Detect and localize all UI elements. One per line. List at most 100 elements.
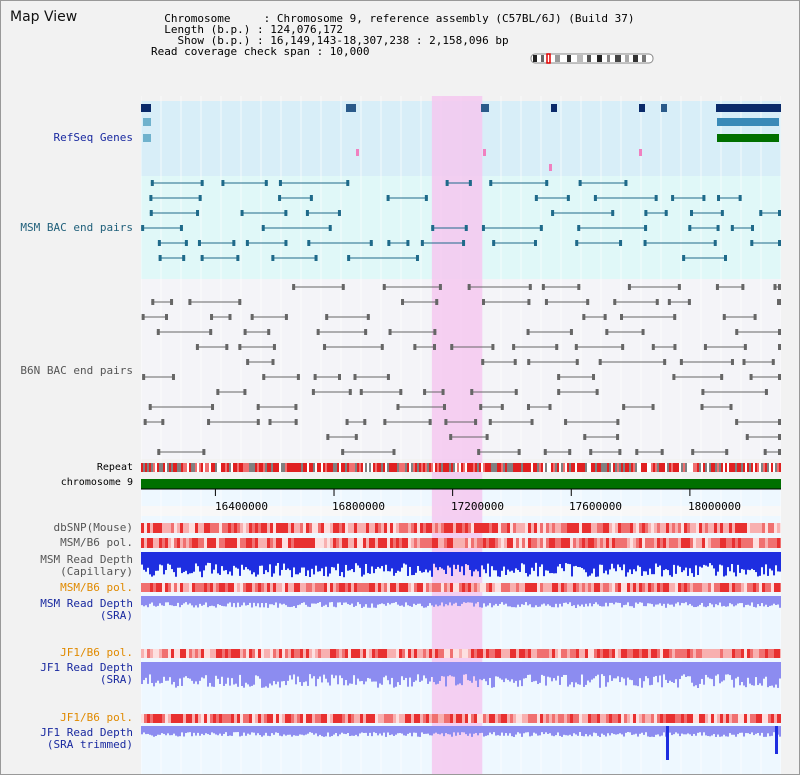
msm-depth-sra-bar [543, 596, 545, 604]
jf1-depth-sra-bar [637, 662, 639, 687]
b6n-bac-pair [272, 344, 276, 350]
msm-depth-sra-bar [651, 596, 653, 605]
msm-depth-sra-bar [703, 596, 705, 607]
repeat-mark [297, 463, 299, 472]
msm-depth-capillary-bar [489, 552, 491, 577]
jf1-depth-trimmed-bar [397, 726, 399, 734]
repeat-mark [767, 463, 769, 472]
b6n-bac-pair [568, 449, 572, 455]
b6n-bac-pair [401, 299, 405, 305]
msm-pol-heat [696, 538, 699, 548]
repeat-mark [345, 463, 347, 472]
msm-depth-sra-bar [565, 596, 567, 603]
dbsnp-heat [774, 523, 777, 533]
jf1-depth-sra-bar [343, 662, 345, 686]
jf1-pol-heat [393, 649, 396, 658]
jf1-pol-trimmed-heat [252, 714, 255, 723]
jf1-pol-heat [609, 649, 612, 658]
msm-pol-heat [315, 538, 318, 548]
msm-pol-sra-heat [684, 583, 687, 592]
msm-depth-capillary-bar [325, 552, 327, 567]
msm-pol-heat [690, 538, 693, 548]
msm-depth-sra-bar [681, 596, 683, 603]
msm-pol-heat [441, 538, 444, 548]
msm-depth-capillary-bar [593, 552, 595, 569]
msm-depth-sra-bar [329, 596, 331, 603]
msm-pol-heat [177, 538, 180, 548]
genome-browser-plot[interactable] [141, 96, 781, 774]
msm-depth-sra-bar [251, 596, 253, 608]
jf1-depth-trimmed-bar [349, 726, 351, 737]
jf1-pol-heat [306, 649, 309, 658]
repeat-mark [525, 463, 527, 472]
msm-pol-heat [558, 538, 561, 548]
msm-depth-sra-bar [531, 596, 533, 608]
msm-depth-capillary-bar [691, 552, 693, 574]
msm-depth-sra-bar [657, 596, 659, 605]
jf1-pol-heat [516, 649, 519, 658]
msm-depth-sra-bar [413, 596, 415, 604]
msm-pol-sra-heat [426, 583, 429, 592]
jf1-depth-sra-bar [709, 662, 711, 679]
dbsnp-heat [609, 523, 612, 533]
jf1-depth-trimmed-bar [633, 726, 635, 735]
jf1-depth-trimmed-bar [533, 726, 535, 733]
jf1-pol-trimmed-heat [489, 714, 492, 723]
msm-depth-capillary-bar [637, 552, 639, 566]
msm-pol-sra-heat [372, 583, 375, 592]
dbsnp-heat [432, 523, 435, 533]
jf1-pol-trimmed-heat [429, 714, 432, 723]
jf1-pol-trimmed-heat [399, 714, 402, 723]
msm-pol-sra-heat [183, 583, 186, 592]
jf1-depth-sra-bar [167, 662, 169, 681]
chromosome-ideogram[interactable] [529, 52, 659, 66]
msm-depth-capillary-bar [487, 552, 489, 564]
msm-depth-sra-bar [389, 596, 391, 605]
jf1-depth-trimmed-bar [293, 726, 295, 736]
b6n-bac-label[interactable]: B6N BAC end pairs [20, 364, 133, 377]
msm-pol-heat [264, 538, 267, 548]
msm-depth-sra-bar [205, 596, 207, 603]
msm-pol-heat [234, 538, 237, 548]
dbsnp-heat [645, 523, 648, 533]
msm-pol-sra-heat [204, 583, 207, 592]
msm-depth-sra-bar [683, 596, 685, 604]
msm-bac-label[interactable]: MSM BAC end pairs [20, 221, 133, 234]
jf1-depth-sra-bar [151, 662, 153, 683]
msm-depth-sra-bar [359, 596, 361, 605]
msm-pol-heat [405, 538, 408, 548]
repeat-mark [379, 463, 381, 472]
msm-depth-capillary-bar [597, 552, 599, 577]
repeat-mark [617, 463, 619, 472]
repeat-mark [255, 463, 257, 472]
repeat-mark [209, 463, 211, 472]
msm-pol-sra-heat [441, 583, 444, 592]
repeat-mark [475, 463, 477, 472]
jf1-pol-trimmed-heat [459, 714, 462, 723]
b6n-bac-pair [764, 389, 768, 395]
dbsnp-heat [657, 523, 660, 533]
jf1-depth-trimmed-bar [613, 726, 615, 735]
msm-pol-sra-heat [396, 583, 399, 592]
msm-pol-heat [207, 538, 210, 548]
msm-depth-capillary-bar [273, 552, 275, 574]
msm-pol-sra-heat [720, 583, 723, 592]
msm-depth-capillary-bar [559, 552, 561, 565]
dbsnp-heat [558, 523, 561, 533]
jf1-pol-heat [513, 649, 516, 658]
jf1-depth-sra-bar [455, 662, 457, 686]
dbsnp-heat [180, 523, 183, 533]
msm-depth-sra-bar [489, 596, 491, 604]
b6n-bac-pair [311, 389, 315, 395]
jf1-depth-trimmed-bar [705, 726, 707, 736]
jf1-depth-sra-bar [351, 662, 353, 684]
jf1-depth-sra-bar [645, 662, 647, 677]
jf1-pol-heat [474, 649, 477, 658]
repeat-mark [639, 463, 641, 472]
jf1-depth-sra-bar [261, 662, 263, 688]
jf1-depth-sra-bar [287, 662, 289, 681]
refseq-genes-label[interactable]: RefSeq Genes [53, 131, 133, 144]
msm-pol-heat [216, 538, 219, 548]
repeat-mark [251, 463, 253, 472]
repeat-mark [333, 463, 335, 472]
